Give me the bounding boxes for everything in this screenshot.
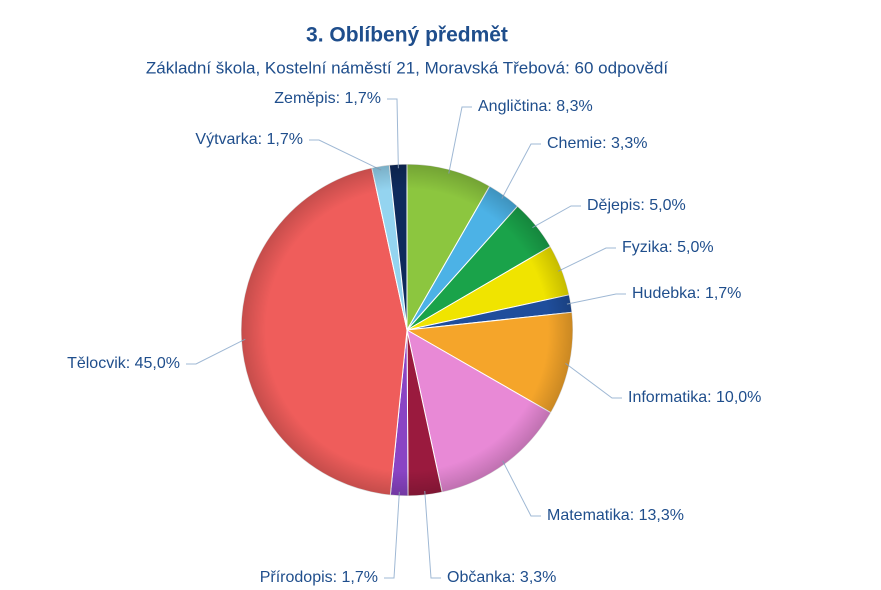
slice-label: Informatika: 10,0% bbox=[628, 389, 761, 406]
leader-line bbox=[502, 460, 541, 517]
slice-label: Výtvarka: 1,7% bbox=[195, 131, 303, 148]
slice-label: Přírodopis: 1,7% bbox=[260, 569, 378, 586]
leader-line bbox=[557, 247, 616, 272]
slice-label: Zeměpis: 1,7% bbox=[274, 90, 381, 107]
slice-label: Hudebka: 1,7% bbox=[632, 285, 741, 302]
slice-label: Tělocvik: 45,0% bbox=[67, 355, 180, 372]
leader-line bbox=[448, 106, 472, 174]
slice-label: Chemie: 3,3% bbox=[547, 135, 648, 152]
chart-subtitle: Základní škola, Kostelní náměstí 21, Mor… bbox=[146, 58, 669, 77]
slice-label: Matematika: 13,3% bbox=[547, 507, 684, 524]
leader-line bbox=[387, 98, 399, 169]
leader-line bbox=[424, 490, 441, 579]
leader-line bbox=[532, 205, 581, 228]
slice-label: Angličtina: 8,3% bbox=[478, 98, 593, 115]
leader-line bbox=[186, 338, 246, 365]
leader-line bbox=[565, 362, 622, 399]
slice-label: Občanka: 3,3% bbox=[447, 569, 556, 586]
leader-line bbox=[384, 491, 400, 579]
slice-label: Fyzika: 5,0% bbox=[622, 239, 714, 256]
leader-line bbox=[566, 293, 626, 305]
slice-label: Dějepis: 5,0% bbox=[587, 197, 686, 214]
leader-line bbox=[501, 143, 541, 199]
chart-title: 3. Oblíbený předmět bbox=[306, 24, 508, 47]
leader-line bbox=[309, 139, 382, 171]
